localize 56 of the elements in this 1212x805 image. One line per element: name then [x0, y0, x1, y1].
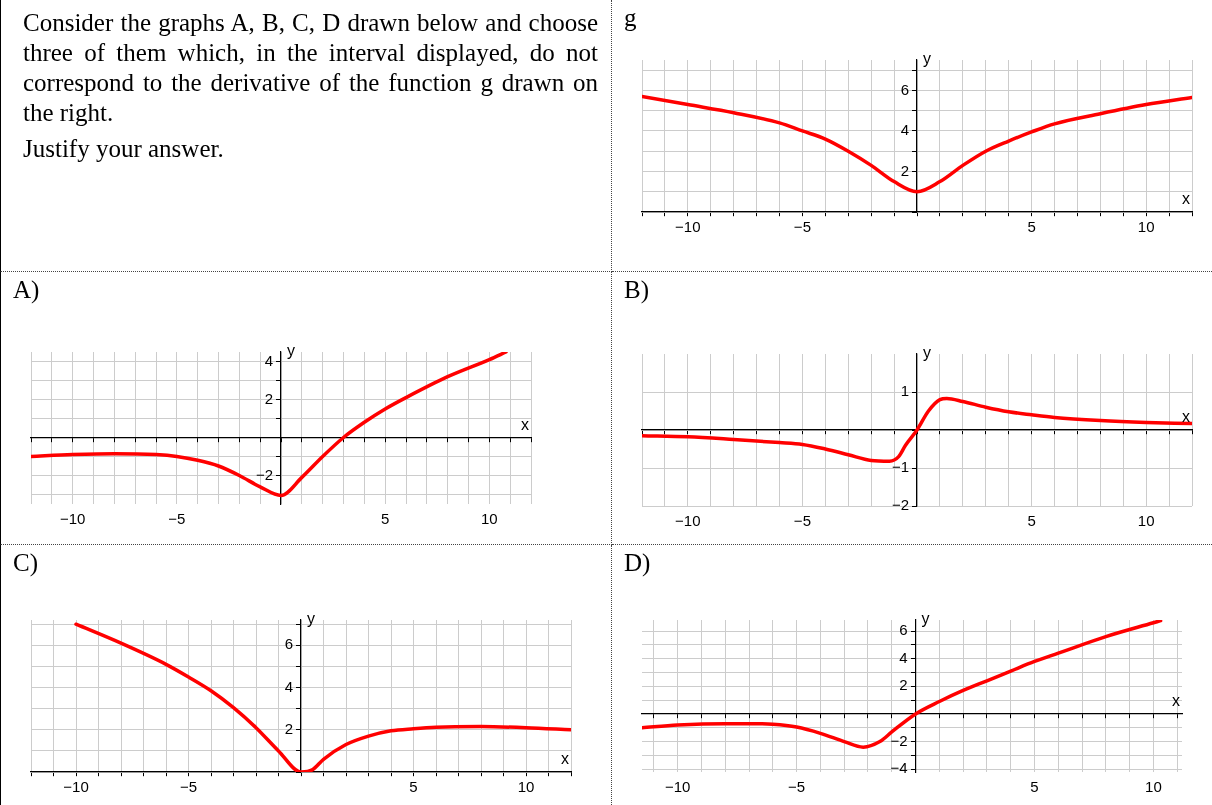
y-tick-label: 4: [284, 677, 293, 695]
y-axis-title: y: [923, 50, 931, 68]
y-tick-label: 4: [900, 121, 909, 139]
y-tick-label: 4: [264, 351, 273, 369]
x-axis-title: x: [1182, 190, 1190, 208]
y-axis-title: y: [287, 342, 295, 360]
y-tick-label: −1: [891, 458, 909, 476]
y-tick-label: 1: [900, 382, 909, 400]
x-tick-label: 5: [1030, 778, 1039, 796]
x-tick-label: −5: [179, 778, 198, 796]
x-tick-label: 10: [517, 778, 535, 796]
y-tick-label: 6: [899, 621, 908, 639]
line-series: [642, 396, 1192, 463]
x-tick-label: −10: [59, 510, 86, 528]
y-tick-label: −2: [255, 465, 273, 483]
y-tick-label: −4: [890, 759, 908, 777]
y-tick-label: 2: [900, 161, 909, 179]
x-tick-label: 5: [409, 778, 418, 796]
chart-title: D): [624, 549, 651, 577]
x-tick-label: 5: [380, 510, 390, 528]
y-tick-label: 2: [264, 389, 273, 407]
x-tick-label: −5: [793, 218, 811, 236]
x-tick-label: 10: [480, 510, 498, 528]
x-tick-label: −5: [793, 512, 811, 530]
x-axis-title: x: [1182, 408, 1190, 426]
y-tick-label: −2: [890, 731, 908, 749]
x-tick-label: −10: [664, 778, 691, 796]
chart-title: B): [624, 276, 649, 304]
x-tick-label: 10: [1137, 218, 1155, 236]
y-tick-label: 6: [900, 80, 909, 98]
chart-title: g: [624, 4, 637, 32]
y-tick-label: 2: [899, 676, 908, 694]
text: Justify your answer.: [23, 134, 225, 164]
x-tick-label: 5: [1027, 218, 1036, 236]
x-axis-title: x: [521, 415, 529, 433]
x-axis-title: x: [1172, 692, 1180, 710]
x-tick-label: 10: [1137, 512, 1155, 530]
y-axis-title: y: [921, 610, 930, 628]
y-tick-label: 4: [899, 648, 908, 666]
y-tick-label: 6: [284, 635, 293, 653]
y-tick-label: 2: [284, 719, 293, 737]
x-tick-label: −10: [675, 218, 701, 236]
line-series: [642, 94, 1192, 194]
text: Consider the graphs A, B, C, D drawn below and choose three of them which, in the interval displayed, do not correspond to the derivative of the function g drawn on the right.: [23, 8, 598, 128]
x-tick-label: −10: [63, 778, 89, 796]
x-tick-label: 5: [1027, 512, 1036, 530]
x-axis-title: x: [561, 750, 569, 768]
chart-title: A): [13, 276, 40, 304]
y-axis-title: y: [307, 610, 315, 628]
x-tick-label: −5: [788, 778, 806, 796]
y-axis-title: y: [923, 344, 931, 362]
y-tick-label: −2: [891, 496, 909, 514]
chart-title: C): [13, 549, 38, 577]
x-tick-label: −10: [675, 512, 701, 530]
x-tick-label: 10: [1145, 778, 1162, 796]
x-tick-label: −5: [168, 510, 186, 528]
